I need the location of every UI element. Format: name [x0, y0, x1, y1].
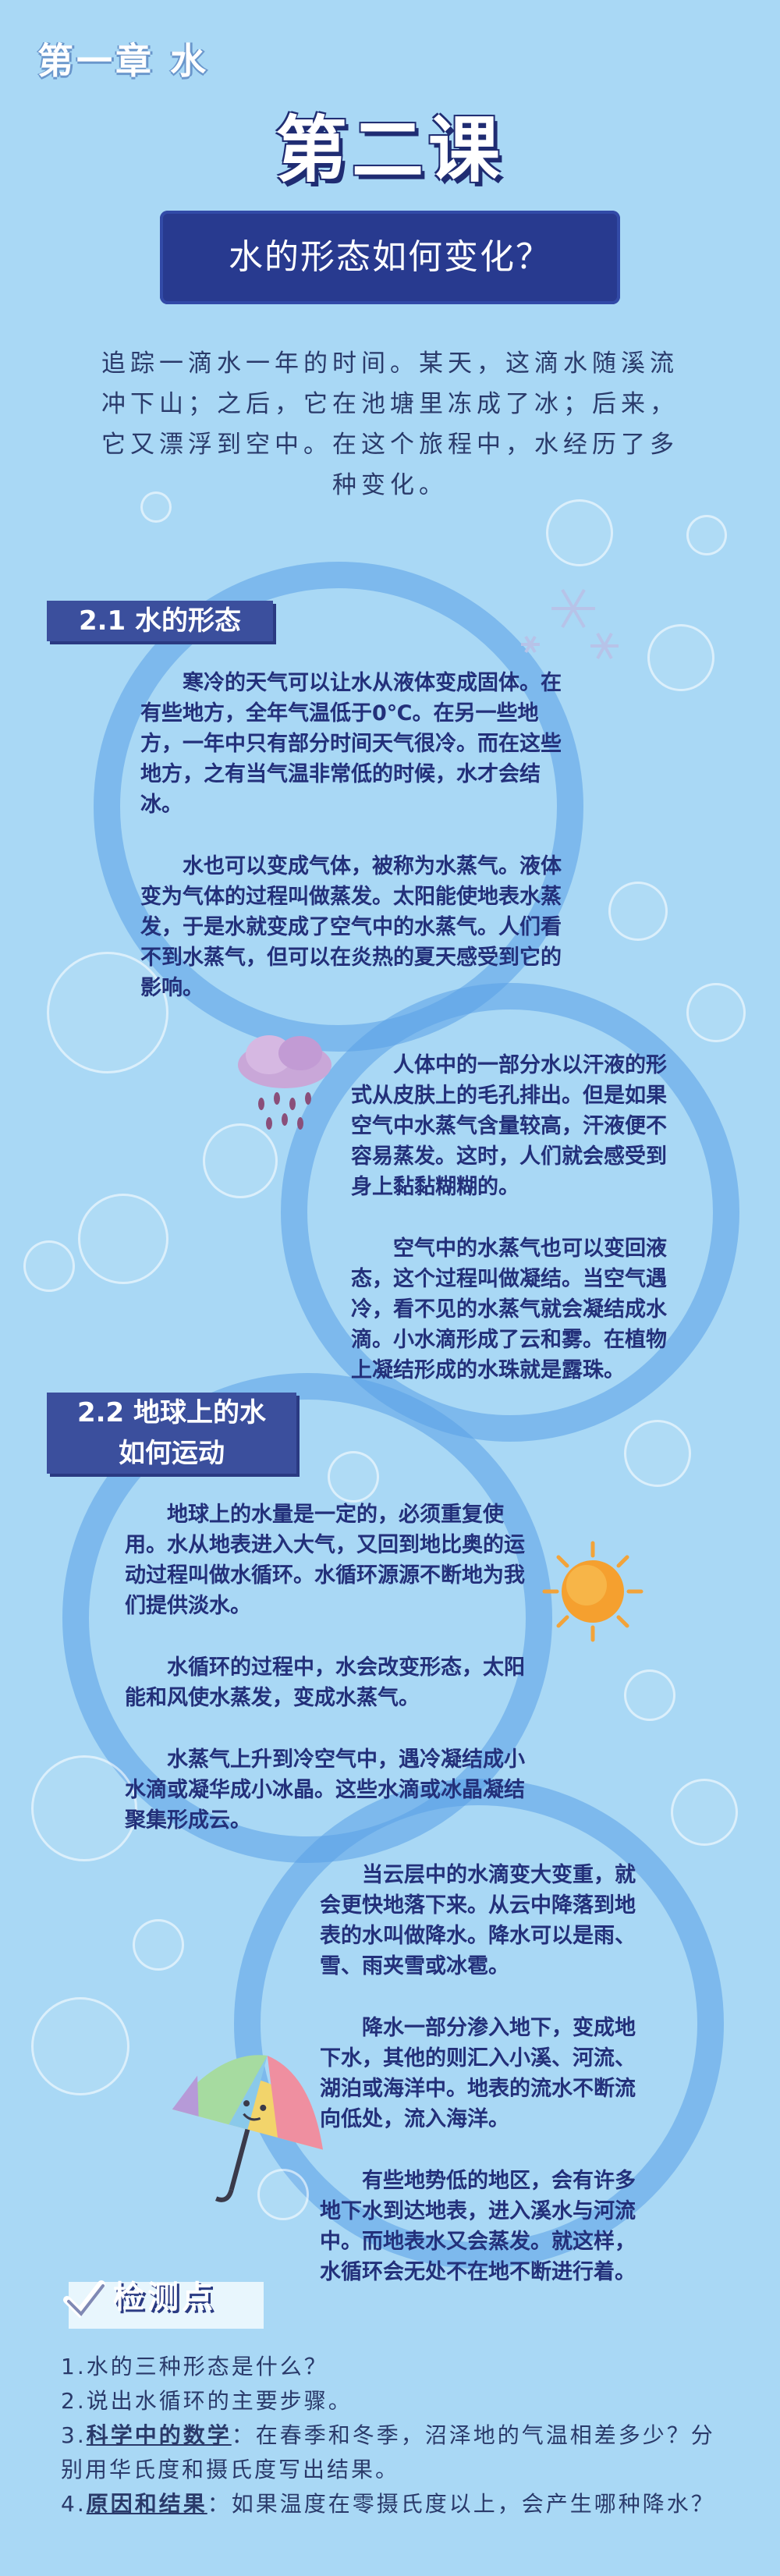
bubble: [203, 1123, 278, 1198]
paragraph: 地球上的水量是一定的，必须重复使用。水从地表进入大气，又回到地比奥的运动过程叫做…: [125, 1503, 525, 1618]
bubble: [140, 491, 172, 523]
rain-cloud-icon: [238, 1035, 332, 1130]
bubble: [608, 882, 668, 941]
bubble: [647, 624, 714, 691]
check-points-title: 检测点: [113, 2280, 216, 2315]
paragraph: 水蒸气上升到冷空气中，遇冷凝结成小水滴或凝华成小冰晶。这些水滴或冰晶凝结聚集形成…: [125, 1747, 525, 1833]
bubble: [31, 1755, 137, 1861]
question-4: 4.原因和结果：如果温度在零摄氏度以上，会产生哪种降水？: [61, 2487, 732, 2521]
bubble: [328, 1451, 379, 1503]
question-text: ：在春季和冬季，沼泽地的气温相差多少？分别用华氏度和摄氏度写出结果。: [61, 2422, 715, 2482]
question-label: 科学中的数学: [86, 2422, 232, 2448]
chapter-label: 第一章 水: [37, 40, 210, 82]
paragraph: 降水一部分渗入地下，变成地下水，其他的则汇入小溪、河流、湖泊或海洋中。地表的流水…: [320, 2016, 636, 2131]
bubble: [31, 1997, 129, 2095]
section-2-text-b: 当云层中的水滴变大变重，就会更快地落下来。从云中降落到地表的水叫做降水。降水可以…: [320, 1860, 647, 2319]
intro-paragraph: 追踪一滴水一年的时间。某天，这滴水随溪流冲下山；之后，它在池塘里冻成了冰；后来，…: [101, 349, 679, 499]
bubble: [686, 515, 727, 555]
question-number: 3.: [61, 2422, 87, 2448]
lesson-title: 第二课: [275, 108, 505, 192]
bubble: [546, 499, 613, 566]
bubble: [23, 1240, 75, 1292]
section-tag-2-2: 2.2 地球上的水 如何运动: [47, 1393, 296, 1474]
question-text: ：如果温度在零摄氏度以上，会产生哪种降水？: [207, 2491, 715, 2517]
section-2-text-a: 地球上的水量是一定的，必须重复使用。水从地表进入大气，又回到地比奥的运动过程叫做…: [125, 1499, 538, 1867]
page-title: 水的形态如何变化？: [160, 211, 620, 304]
bubble: [624, 1420, 691, 1487]
section-tag-line: 2.2 地球上的水: [76, 1397, 267, 1428]
bubble: [686, 983, 746, 1042]
question-1: 1.水的三种形态是什么？: [61, 2354, 328, 2379]
sun-icon: [542, 1541, 644, 1642]
paragraph: 空气中的水蒸气也可以变回液态，这个过程叫做凝结。当空气遇冷，看不见的水蒸气就会凝…: [351, 1237, 667, 1382]
bubble: [671, 1779, 738, 1846]
snowflake-icon: [521, 588, 619, 659]
section-1-text-a: 寒冷的天气可以让水从液体变成固体。在有些地方，全年气温低于0℃。在另一些地方，一…: [140, 668, 562, 1034]
bubble: [257, 2169, 309, 2220]
bubble: [78, 1194, 168, 1284]
bubble: [624, 1669, 675, 1721]
question-label: 原因和结果: [86, 2491, 207, 2517]
paragraph: 人体中的一部分水以汗液的形式从皮肤上的毛孔排出。但是如果空气中水蒸气含量较高，汗…: [351, 1053, 667, 1199]
section-tag-line: 如何运动: [119, 1438, 225, 1469]
question-number: 4.: [61, 2491, 87, 2517]
question-2: 2.说出水循环的主要步骤。: [61, 2388, 353, 2414]
question-list: 1.水的三种形态是什么？ 2.说出水循环的主要步骤。 3.科学中的数学：在春季和…: [61, 2350, 732, 2521]
question-3: 3.科学中的数学：在春季和冬季，沼泽地的气温相差多少？分别用华氏度和摄氏度写出结…: [61, 2418, 732, 2487]
section-1-text-b: 人体中的一部分水以汗液的形式从皮肤上的毛孔排出。但是如果空气中水蒸气含量较高，汗…: [351, 1050, 671, 1417]
umbrella-icon: [172, 2055, 324, 2202]
checkmark-icon: [63, 2280, 105, 2319]
paragraph: 寒冷的天气可以让水从液体变成固体。在有些地方，全年气温低于0℃。在另一些地方，一…: [140, 671, 562, 817]
bubble: [47, 952, 168, 1073]
paragraph: 有些地势低的地区，会有许多地下水到达地表，进入溪水与河流中。而地表水又会蒸发。就…: [320, 2169, 636, 2284]
bubble: [133, 1919, 184, 1971]
section-tag-2-1: 2.1 水的形态: [47, 601, 273, 641]
paragraph: 当云层中的水滴变大变重，就会更快地落下来。从云中降落到地表的水叫做降水。降水可以…: [320, 1863, 636, 1978]
paragraph: 水循环的过程中，水会改变形态，太阳能和风使水蒸发，变成水蒸气。: [125, 1655, 525, 1710]
paragraph: 水也可以变成气体，被称为水蒸气。液体变为气体的过程叫做蒸发。太阳能使地表水蒸发，…: [140, 854, 562, 1000]
